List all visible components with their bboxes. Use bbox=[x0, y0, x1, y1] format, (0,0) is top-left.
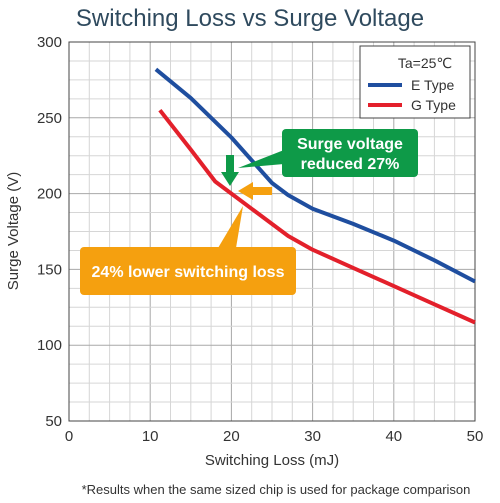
legend-title: Ta=25℃ bbox=[398, 55, 452, 71]
y-tick-label: 200 bbox=[37, 186, 62, 203]
annotation-surge-voltage: Surge voltage reduced 27% bbox=[221, 129, 418, 186]
axis-ticks: 0 10 20 30 40 50 50 100 150 200 250 300 bbox=[37, 34, 483, 445]
series-lines bbox=[154, 67, 476, 325]
annotation-switching-loss: 24% lower switching loss bbox=[80, 182, 296, 295]
down-arrow-shaft bbox=[226, 155, 234, 173]
x-tick-label: 40 bbox=[385, 428, 402, 445]
y-tick-label: 300 bbox=[37, 34, 62, 51]
y-tick-label: 100 bbox=[37, 337, 62, 354]
legend-label-e-type: E Type bbox=[411, 77, 455, 93]
footnote: *Results when the same sized chip is use… bbox=[82, 482, 471, 497]
x-tick-label: 10 bbox=[142, 428, 159, 445]
series-line-e-type bbox=[154, 67, 476, 284]
annotation-surge-box bbox=[282, 129, 418, 177]
y-tick-label: 150 bbox=[37, 261, 62, 278]
y-axis-label: Surge Voltage (V) bbox=[5, 172, 22, 290]
x-tick-label: 0 bbox=[65, 428, 73, 445]
y-tick-label: 250 bbox=[37, 110, 62, 127]
annotation-surge-line-2: reduced 27% bbox=[301, 156, 400, 173]
left-arrow-icon bbox=[238, 182, 253, 200]
annotation-switching-box bbox=[80, 247, 296, 295]
annotation-surge-line-1: Surge voltage bbox=[297, 136, 403, 153]
x-tick-label: 20 bbox=[223, 428, 240, 445]
left-arrow-shaft bbox=[252, 187, 272, 195]
down-arrow-icon bbox=[221, 172, 239, 186]
plot-frame bbox=[68, 41, 476, 422]
series-line-g-type bbox=[158, 108, 476, 325]
annotation-switching-text: 24% lower switching loss bbox=[92, 264, 285, 281]
y-tick-label: 50 bbox=[45, 413, 62, 430]
x-axis-label: Switching Loss (mJ) bbox=[205, 452, 339, 469]
x-tick-label: 30 bbox=[304, 428, 321, 445]
annotation-surge-connector bbox=[238, 150, 284, 168]
legend: Ta=25℃ E Type G Type bbox=[359, 45, 471, 119]
annotation-switching-connector bbox=[218, 206, 243, 248]
chart-title: Switching Loss vs Surge Voltage bbox=[76, 5, 424, 32]
legend-label-g-type: G Type bbox=[411, 97, 456, 113]
x-tick-label: 50 bbox=[467, 428, 484, 445]
